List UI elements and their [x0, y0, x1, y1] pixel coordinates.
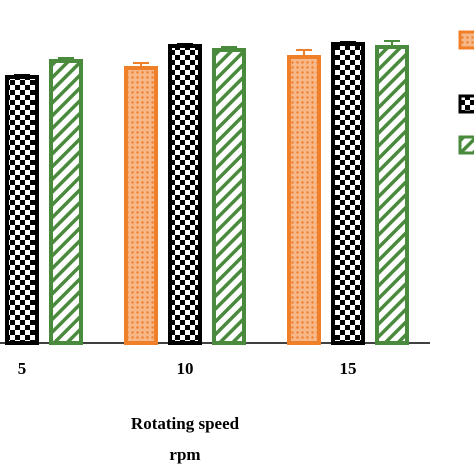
bar	[375, 45, 409, 345]
bar	[212, 48, 246, 345]
legend-swatch	[458, 30, 474, 50]
bar	[168, 44, 202, 345]
x-tick-label: 10	[177, 359, 194, 378]
bar	[5, 75, 39, 345]
x-axis-label: Rotating speed	[131, 414, 240, 433]
legend-swatch	[458, 94, 474, 114]
error-bar	[133, 62, 149, 68]
error-bar	[221, 46, 237, 50]
error-bar	[14, 74, 30, 77]
error-bar	[296, 49, 312, 57]
error-bar	[177, 43, 193, 46]
bar	[124, 66, 158, 345]
legend-swatch	[458, 135, 474, 155]
error-bar	[340, 41, 356, 44]
bar	[287, 55, 321, 345]
x-tick-label: 15	[340, 359, 357, 378]
x-axis-label: rpm	[169, 445, 200, 464]
x-tick-label: 5	[18, 359, 27, 378]
error-bar	[58, 57, 74, 61]
bar	[49, 59, 83, 345]
error-bar	[384, 40, 400, 47]
bar	[331, 42, 365, 345]
